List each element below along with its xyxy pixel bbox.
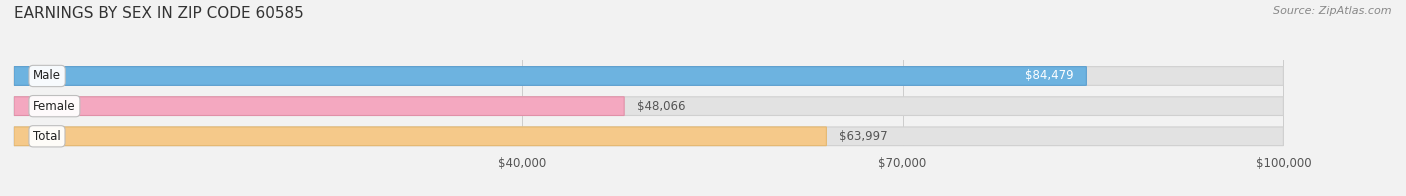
Text: EARNINGS BY SEX IN ZIP CODE 60585: EARNINGS BY SEX IN ZIP CODE 60585	[14, 6, 304, 21]
FancyBboxPatch shape	[14, 97, 1284, 115]
Text: Source: ZipAtlas.com: Source: ZipAtlas.com	[1274, 6, 1392, 16]
FancyBboxPatch shape	[14, 127, 1284, 146]
Text: $63,997: $63,997	[839, 130, 887, 143]
FancyBboxPatch shape	[14, 97, 624, 115]
FancyBboxPatch shape	[14, 67, 1087, 85]
Text: $84,479: $84,479	[1025, 70, 1074, 83]
Text: Male: Male	[34, 70, 60, 83]
Text: $48,066: $48,066	[637, 100, 685, 113]
FancyBboxPatch shape	[14, 67, 1284, 85]
Text: Female: Female	[34, 100, 76, 113]
Text: Total: Total	[34, 130, 60, 143]
FancyBboxPatch shape	[14, 127, 827, 146]
